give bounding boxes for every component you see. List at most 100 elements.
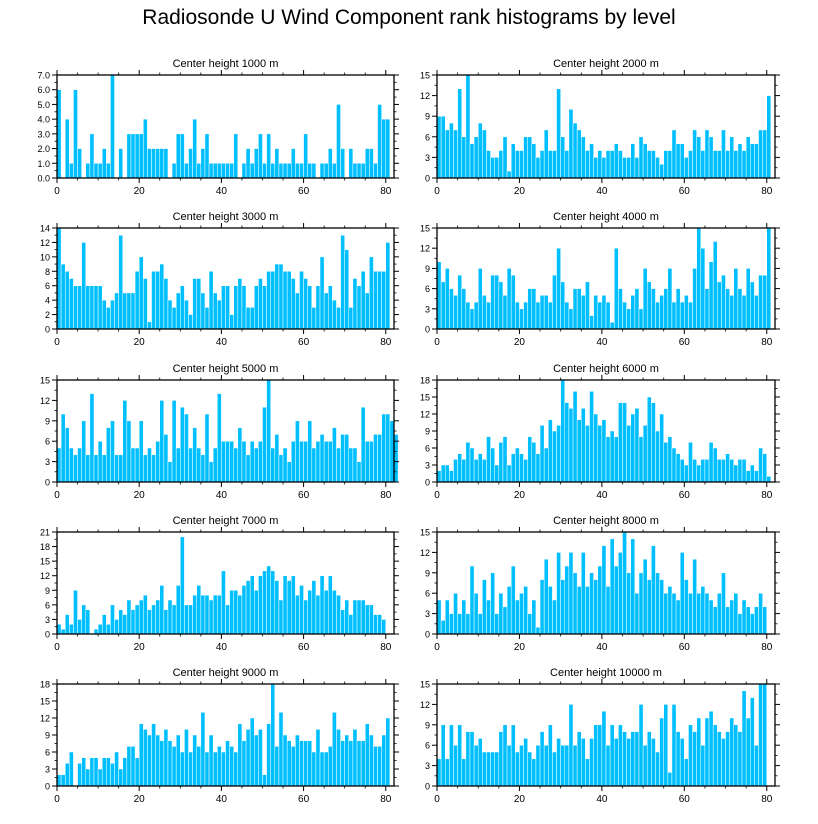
y-tick-label: 0.0 <box>37 174 50 184</box>
histogram-bar <box>114 619 119 635</box>
panel-title: Center height 2000 m <box>553 58 659 70</box>
histogram-bar <box>663 592 669 635</box>
histogram-bar <box>762 453 768 483</box>
histogram-bar <box>750 613 755 635</box>
histogram-bar <box>498 592 504 635</box>
histogram-bar <box>208 461 214 483</box>
y-tick-label: 4 <box>45 296 50 306</box>
y-tick-label: 3 <box>425 153 430 163</box>
x-tick-label: 80 <box>761 337 773 348</box>
histogram-bar <box>64 763 70 787</box>
histogram-bar <box>291 440 296 483</box>
histogram-bar <box>762 129 768 179</box>
histogram-bar <box>356 461 362 483</box>
histogram-bar <box>229 163 234 179</box>
histogram-bar <box>717 731 722 787</box>
histogram-bar <box>159 148 165 179</box>
histogram-bar <box>729 599 735 635</box>
histogram-bar <box>630 295 636 330</box>
histogram-bar <box>568 308 574 330</box>
histogram-bar <box>543 558 549 635</box>
histogram-bar <box>453 592 458 635</box>
histogram-bar <box>523 586 528 635</box>
histogram-bar <box>134 447 140 483</box>
histogram-bar <box>200 594 206 635</box>
histogram-bar <box>221 163 226 179</box>
y-tick-label: 6.0 <box>37 85 50 95</box>
y-tick-label: 15 <box>420 680 430 690</box>
histogram-bar <box>143 118 148 179</box>
histogram-bar <box>134 271 140 330</box>
histogram-bar <box>465 74 471 179</box>
histogram-bar <box>237 594 243 635</box>
histogram-bar <box>245 307 251 330</box>
histogram-bar <box>282 575 288 635</box>
histogram-bar <box>278 163 284 179</box>
histogram-bar <box>138 723 144 787</box>
histogram-bar <box>469 143 475 179</box>
histogram-bar <box>733 268 739 330</box>
chart-panel-2: Center height 2000 m 0 20 40 60 80 0 3 6 9 12 15 <box>420 58 780 197</box>
histogram-bar <box>130 133 136 179</box>
histogram-bar <box>741 459 747 483</box>
x-tick-label: 60 <box>298 186 310 197</box>
histogram-bar <box>69 447 74 483</box>
histogram-bar <box>663 704 669 787</box>
histogram-bar <box>188 751 193 787</box>
y-tick-label: 0 <box>45 782 50 792</box>
histogram-bar <box>733 464 739 483</box>
histogram-bar <box>221 570 226 635</box>
histogram-bar <box>344 434 350 483</box>
histogram-bar <box>85 285 91 330</box>
histogram-bar <box>675 731 681 787</box>
histogram-bar <box>307 590 313 635</box>
histogram-bar <box>745 470 751 483</box>
histogram-bar <box>147 148 152 179</box>
histogram-bar <box>510 453 516 483</box>
histogram-bar <box>449 122 454 179</box>
histogram-bar <box>69 624 74 635</box>
histogram-bar <box>651 738 656 787</box>
histogram-bar <box>303 740 308 787</box>
histogram-bar <box>274 263 280 330</box>
y-tick-label: 5.0 <box>37 100 50 110</box>
histogram-bar <box>539 150 545 179</box>
histogram-bar <box>679 459 685 483</box>
histogram-bar <box>449 613 454 635</box>
histogram-bar <box>564 301 570 330</box>
histogram-bar <box>506 170 512 179</box>
histogram-bar <box>444 758 450 787</box>
histogram-bar <box>208 734 214 787</box>
histogram-bar <box>737 288 743 330</box>
histogram-bar <box>741 295 747 330</box>
histogram-bar <box>332 712 337 787</box>
histogram-bar <box>556 552 561 635</box>
histogram-bar <box>266 271 271 330</box>
x-tick-label: 0 <box>54 337 60 348</box>
histogram-bar <box>675 453 681 483</box>
histogram-bar <box>221 285 226 330</box>
histogram-bar <box>73 590 78 635</box>
histogram-bar <box>585 281 590 330</box>
histogram-bar <box>675 599 681 635</box>
histogram-bar <box>515 447 520 483</box>
histogram-bar <box>159 263 165 330</box>
y-tick-label: 12 <box>420 91 430 101</box>
histogram-bar <box>184 729 189 787</box>
y-tick-label: 0 <box>45 630 50 640</box>
histogram-bar <box>106 757 111 787</box>
histogram-bar <box>163 729 169 787</box>
histogram-bar <box>725 288 730 330</box>
histogram-bar <box>535 157 541 179</box>
histogram-bar <box>73 285 78 330</box>
histogram-bar <box>593 157 599 179</box>
histogram-bar <box>110 604 115 635</box>
histogram-bar <box>291 148 296 179</box>
histogram-bar <box>622 301 627 330</box>
histogram-bar <box>477 453 483 483</box>
histogram-bar <box>134 757 140 787</box>
histogram-bar <box>519 308 524 330</box>
histogram-bar <box>638 436 644 483</box>
histogram-bar <box>356 740 362 787</box>
y-tick-label: 6 <box>425 132 430 142</box>
